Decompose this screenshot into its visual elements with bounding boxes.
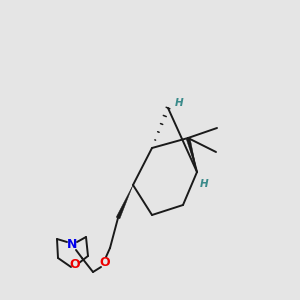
- Polygon shape: [186, 137, 197, 172]
- Text: O: O: [100, 256, 110, 269]
- Polygon shape: [116, 185, 133, 219]
- Text: O: O: [70, 259, 80, 272]
- Text: H: H: [200, 179, 208, 189]
- Text: H: H: [175, 98, 184, 108]
- Text: N: N: [67, 238, 77, 251]
